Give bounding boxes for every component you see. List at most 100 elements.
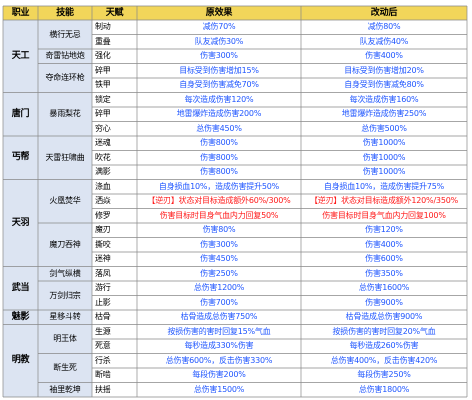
before-effect-cell: 伤害目标时目身气血内力回复50% bbox=[159, 210, 279, 220]
after-effect-cell: 减伤80% bbox=[367, 22, 401, 32]
skill-cell: 魔刀吞神 bbox=[49, 239, 81, 249]
before-effect-cell: 枯骨造成总伤害750% bbox=[180, 312, 258, 322]
talent-cell: 铁甲 bbox=[95, 80, 111, 90]
after-effect-cell: 自身受到伤害减免80% bbox=[344, 80, 424, 90]
after-effect-cell: 按损伤害的害时回复20%气血 bbox=[332, 326, 436, 336]
talent-cell: 死意 bbox=[95, 341, 111, 351]
talent-cell: 魔刃 bbox=[95, 225, 111, 235]
before-effect-cell: 总伤害1500% bbox=[193, 384, 245, 394]
talent-cell: 止影 bbox=[95, 297, 111, 307]
talent-cell: 穷心 bbox=[95, 123, 111, 133]
after-effect-cell: 总伤害1800% bbox=[358, 384, 410, 394]
skill-cell: 奇雷钻地炮 bbox=[45, 51, 85, 61]
before-effect-cell: 地雷爆炸造成伤害200% bbox=[176, 109, 262, 119]
talent-cell: 断啮 bbox=[95, 370, 111, 380]
before-effect-cell: 伤害300% bbox=[200, 51, 238, 61]
class-skill-columns-bg bbox=[3, 20, 92, 397]
before-effect-cell: 伤害800% bbox=[200, 138, 238, 148]
talent-cell: 迷魂 bbox=[95, 138, 111, 148]
skill-cell: 暴雨梨花 bbox=[49, 109, 81, 119]
before-effect-cell: 队友减伤30% bbox=[194, 36, 244, 46]
talent-cell: 重叠 bbox=[95, 36, 111, 46]
before-effect-cell: 伤害700% bbox=[200, 297, 238, 307]
talent-cell: 碎甲 bbox=[95, 65, 111, 75]
talent-cell: 枯骨 bbox=[95, 312, 111, 322]
class-cell: 天羽 bbox=[11, 217, 30, 228]
after-effect-cell: 伤害400% bbox=[365, 239, 403, 249]
skill-cell: 剑气纵横 bbox=[49, 268, 81, 278]
before-effect-cell: 自身损血10%，造成伤害提升50% bbox=[158, 181, 280, 191]
after-effect-cell: 【逆刃】状态对目标造成额外120%/350% bbox=[309, 196, 459, 206]
after-effect-cell: 伤害1000% bbox=[362, 152, 406, 162]
talent-cell: 游行 bbox=[95, 283, 111, 293]
talent-cell: 落凤 bbox=[95, 268, 111, 278]
talent-cell: 扶摇 bbox=[95, 384, 111, 394]
header-class: 职业 bbox=[11, 7, 30, 18]
header-row-bg bbox=[3, 6, 467, 20]
after-effect-cell: 伤害350% bbox=[365, 268, 403, 278]
skill-cell: 夺命连环枪 bbox=[45, 73, 85, 82]
before-effect-cell: 每次造成伤害120% bbox=[184, 94, 254, 104]
after-effect-cell: 每段伤害250% bbox=[357, 370, 411, 380]
after-effect-cell: 地雷爆炸造成伤害250% bbox=[341, 109, 427, 119]
after-effect-cell: 伤害1000% bbox=[362, 167, 406, 177]
skill-cell: 万剑归宗 bbox=[49, 290, 81, 300]
after-effect-cell: 伤害900% bbox=[365, 297, 403, 307]
header-after: 改动后 bbox=[370, 7, 398, 18]
class-cell: 魅影 bbox=[11, 311, 30, 322]
skill-cell: 袖里乾坤 bbox=[49, 384, 81, 394]
before-effect-cell: 总伤害600%，反击伤害330% bbox=[165, 355, 273, 365]
skill-cell: 明王体 bbox=[53, 334, 77, 343]
before-effect-cell: 【逆刃】状态对目标造成额外60%/300% bbox=[147, 196, 291, 206]
skill-cell: 天雷狂啸曲 bbox=[45, 152, 85, 162]
before-effect-cell: 自身受到伤害减免70% bbox=[179, 80, 259, 90]
talent-cell: 锁定 bbox=[95, 94, 111, 104]
talent-cell: 满影 bbox=[95, 167, 111, 177]
skill-cell: 火凰焚华 bbox=[49, 196, 81, 206]
class-cell: 丐帮 bbox=[11, 152, 30, 163]
talent-cell: 涤血 bbox=[95, 181, 111, 191]
header-before: 原效果 bbox=[205, 7, 233, 18]
skill-cell: 横行无忌 bbox=[49, 29, 81, 39]
before-effect-cell: 伤害800% bbox=[200, 167, 238, 177]
before-effect-cell: 按损伤害的害时回复15%气血 bbox=[167, 326, 271, 336]
talent-cell: 迷神 bbox=[95, 254, 111, 264]
talent-cell: 洒焱 bbox=[95, 196, 111, 206]
before-effect-cell: 伤害300% bbox=[200, 239, 238, 249]
after-effect-cell: 总伤害1600% bbox=[358, 283, 410, 293]
before-effect-cell: 每段伤害200% bbox=[192, 370, 246, 380]
after-effect-cell: 伤害1000% bbox=[362, 138, 406, 148]
before-effect-cell: 伤害800% bbox=[200, 152, 238, 162]
before-effect-cell: 总伤害1200% bbox=[193, 283, 245, 293]
header-talent: 天赋 bbox=[105, 7, 124, 18]
before-effect-cell: 减伤70% bbox=[202, 22, 236, 32]
skill-cell: 星移斗转 bbox=[49, 312, 81, 322]
after-effect-cell: 自身损血10%，造成伤害提升75% bbox=[323, 181, 445, 191]
talent-cell: 撕咬 bbox=[95, 239, 111, 249]
after-effect-cell: 伤害120% bbox=[365, 225, 403, 235]
talent-cell: 生源 bbox=[95, 326, 111, 336]
before-effect-cell: 每秒造成330%伤害 bbox=[184, 341, 254, 351]
before-effect-cell: 伤害450% bbox=[200, 254, 238, 264]
before-effect-cell: 伤害80% bbox=[202, 225, 236, 235]
before-effect-cell: 伤害250% bbox=[200, 268, 238, 278]
after-effect-cell: 队友减伤40% bbox=[359, 36, 409, 46]
after-effect-cell: 总伤害500% bbox=[361, 123, 407, 133]
class-cell: 武当 bbox=[11, 282, 30, 293]
talent-cell: 制动 bbox=[95, 22, 111, 32]
skill-cell: 断生死 bbox=[53, 363, 77, 372]
after-effect-cell: 枯骨造成总伤害900% bbox=[345, 312, 423, 322]
class-cell: 唐门 bbox=[11, 108, 30, 119]
after-effect-cell: 每次造成伤害160% bbox=[349, 94, 419, 104]
talent-cell: 吹花 bbox=[95, 152, 111, 162]
class-cell: 明教 bbox=[11, 355, 30, 366]
after-effect-cell: 总伤害400%，反击伤害420% bbox=[330, 355, 438, 365]
after-effect-cell: 伤害400% bbox=[365, 51, 403, 61]
talent-cell: 行杀 bbox=[95, 355, 111, 365]
after-effect-cell: 每秒造成260%伤害 bbox=[349, 341, 419, 351]
talent-cell: 强化 bbox=[95, 51, 111, 61]
after-effect-cell: 目标受到伤害增加20% bbox=[344, 65, 424, 75]
before-effect-cell: 总伤害450% bbox=[196, 123, 242, 133]
